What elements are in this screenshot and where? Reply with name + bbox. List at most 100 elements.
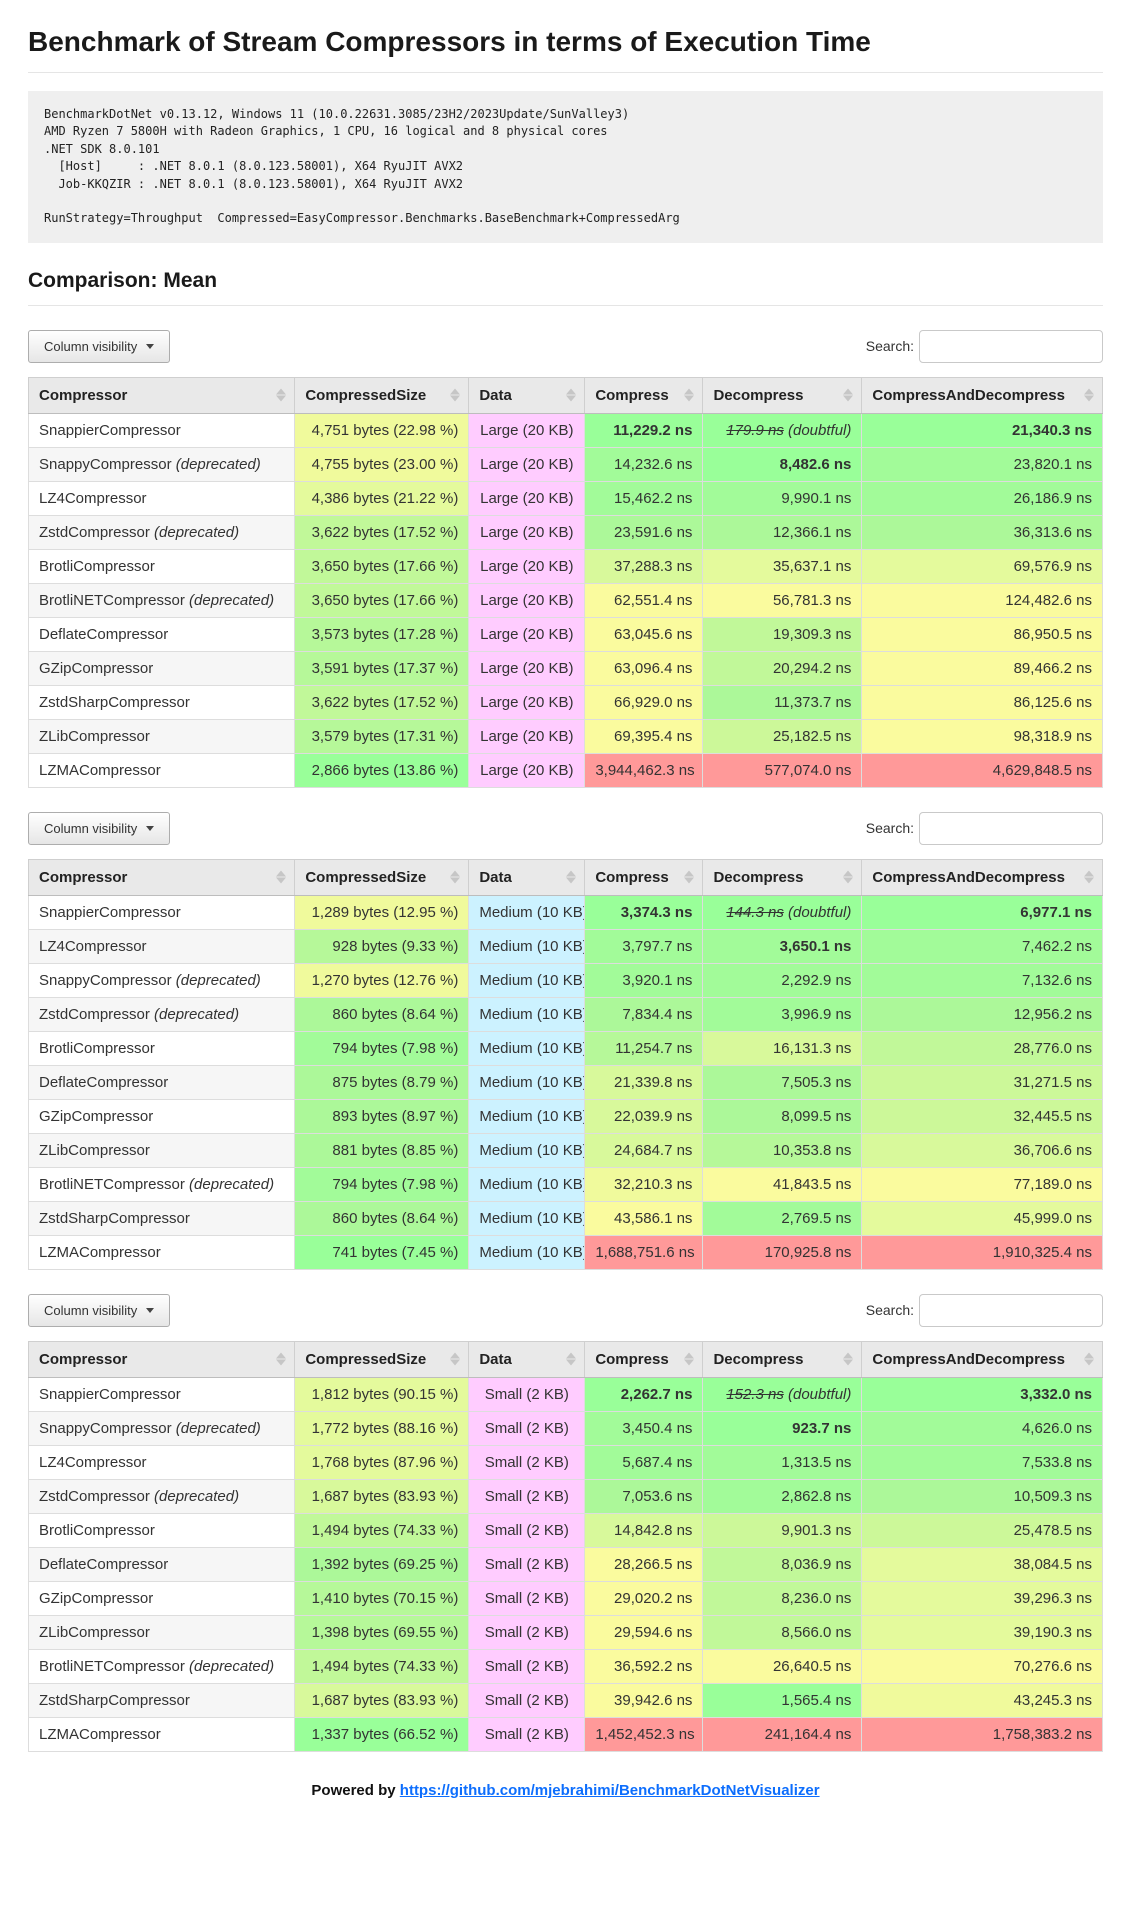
column-header-decompress[interactable]: Decompress <box>702 376 863 414</box>
table-row: SnappierCompressor 1,812 bytes (90.15 %) S… <box>27 1376 1103 1412</box>
table-row: DeflateCompressor 1,392 bytes (69.25 %) Sm… <box>27 1546 1103 1582</box>
column-header-label: Compressor <box>39 386 128 404</box>
compress-time-cell: 1,688,751.6 ns <box>584 1234 704 1270</box>
table-row: LZMACompressor 2,866 bytes (13.86 %) Large… <box>27 752 1103 788</box>
data-size-cell: Small (2 KB) <box>468 1410 586 1446</box>
sort-icon <box>276 388 287 402</box>
column-header-compressor[interactable]: Compressor <box>27 376 296 414</box>
search-input[interactable] <box>919 811 1103 845</box>
doubtful-value: 152.3 ns (doubtful) <box>726 1385 852 1403</box>
compress-time-cell: 21,339.8 ns <box>584 1064 704 1100</box>
compress-time-cell: 11,254.7 ns <box>584 1030 704 1066</box>
data-size-cell: Medium (10 KB) <box>468 1064 586 1100</box>
compress-time-cell: 15,462.2 ns <box>584 480 704 516</box>
column-header-data[interactable]: Data <box>468 858 586 896</box>
column-header-label: CompressAndDecompress <box>872 386 1065 404</box>
column-visibility-button[interactable]: Column visibility <box>28 329 171 363</box>
column-visibility-label: Column visibility <box>44 820 138 836</box>
column-header-compress[interactable]: Compress <box>584 858 704 896</box>
decompress-time-cell: 10,353.8 ns <box>702 1132 863 1168</box>
compressed-size-cell: 1,270 bytes (12.76 %) <box>294 962 470 998</box>
column-header-compressanddecompress[interactable]: CompressAndDecompress <box>861 1340 1103 1378</box>
sort-icon <box>843 1352 854 1366</box>
compressor-name-cell: DeflateCompressor <box>27 1064 296 1100</box>
compress-and-decompress-cell: 38,084.5 ns <box>861 1546 1103 1582</box>
column-header-label: Data <box>479 386 512 404</box>
compressor-name-cell: DeflateCompressor <box>27 1546 296 1582</box>
compressed-size-cell: 1,392 bytes (69.25 %) <box>294 1546 470 1582</box>
page-title: Benchmark of Stream Compressors in terms… <box>28 26 871 57</box>
compressor-name-cell: ZLibCompressor <box>27 1132 296 1168</box>
data-size-cell: Large (20 KB) <box>468 548 586 584</box>
compressor-name-cell: BrotliCompressor <box>27 548 296 584</box>
table-row: BrotliCompressor 3,650 bytes (17.66 %) Lar… <box>27 548 1103 584</box>
search-input[interactable] <box>919 329 1103 363</box>
github-link[interactable]: https://github.com/mjebrahimi/BenchmarkD… <box>399 1781 820 1799</box>
compressed-size-cell: 794 bytes (7.98 %) <box>294 1030 470 1066</box>
compressor-name-cell: LZ4Compressor <box>27 1444 296 1480</box>
column-header-compress[interactable]: Compress <box>584 1340 704 1378</box>
column-header-decompress[interactable]: Decompress <box>702 1340 863 1378</box>
table-row: ZstdCompressor (deprecated) 3,622 bytes (… <box>27 514 1103 550</box>
compressor-name-cell: LZ4Compressor <box>27 480 296 516</box>
column-header-compressanddecompress[interactable]: CompressAndDecompress <box>861 376 1103 414</box>
decompress-time-cell: 2,862.8 ns <box>702 1478 863 1514</box>
compressed-size-cell: 2,866 bytes (13.86 %) <box>294 752 470 788</box>
column-header-compressedsize[interactable]: CompressedSize <box>294 858 470 896</box>
sort-icon <box>843 870 854 884</box>
compress-and-decompress-cell: 26,186.9 ns <box>861 480 1103 516</box>
decompress-time-cell: 8,099.5 ns <box>702 1098 863 1134</box>
compress-time-cell: 3,450.4 ns <box>584 1410 704 1446</box>
column-header-compress[interactable]: Compress <box>584 376 704 414</box>
compressed-size-cell: 1,494 bytes (74.33 %) <box>294 1512 470 1548</box>
table-row: LZ4Compressor 4,386 bytes (21.22 %) Large … <box>27 480 1103 516</box>
column-visibility-button[interactable]: Column visibility <box>28 1293 171 1327</box>
section-divider <box>28 304 1103 306</box>
column-header-data[interactable]: Data <box>468 1340 586 1378</box>
caret-down-icon <box>146 1307 155 1313</box>
column-header-compressanddecompress[interactable]: CompressAndDecompress <box>861 858 1103 896</box>
column-header-compressor[interactable]: Compressor <box>27 1340 296 1378</box>
decompress-time-cell: 9,901.3 ns <box>702 1512 863 1548</box>
compress-time-cell: 24,684.7 ns <box>584 1132 704 1168</box>
column-header-compressedsize[interactable]: CompressedSize <box>294 1340 470 1378</box>
compress-time-cell: 23,591.6 ns <box>584 514 704 550</box>
column-header-label: CompressAndDecompress <box>872 868 1065 886</box>
compress-time-cell: 3,374.3 ns <box>584 894 704 930</box>
compress-time-cell: 28,266.5 ns <box>584 1546 704 1582</box>
sort-icon <box>566 1352 577 1366</box>
column-visibility-button[interactable]: Column visibility <box>28 811 171 845</box>
column-header-data[interactable]: Data <box>468 376 586 414</box>
compressed-size-cell: 3,650 bytes (17.66 %) <box>294 548 470 584</box>
column-header-decompress[interactable]: Decompress <box>702 858 863 896</box>
table-row: SnappierCompressor 1,289 bytes (12.95 %) M… <box>27 894 1103 930</box>
compress-and-decompress-cell: 6,977.1 ns <box>861 894 1103 930</box>
data-size-cell: Medium (10 KB) <box>468 928 586 964</box>
data-size-cell: Medium (10 KB) <box>468 1030 586 1066</box>
compressed-size-cell: 1,410 bytes (70.15 %) <box>294 1580 470 1616</box>
compressed-size-cell: 3,591 bytes (17.37 %) <box>294 650 470 686</box>
column-header-compressor[interactable]: Compressor <box>27 858 296 896</box>
compress-and-decompress-cell: 69,576.9 ns <box>861 548 1103 584</box>
data-size-cell: Small (2 KB) <box>468 1716 586 1752</box>
table-row: BrotliNETCompressor (deprecated) 1,494 by… <box>27 1648 1103 1684</box>
compressed-size-cell: 3,579 bytes (17.31 %) <box>294 718 470 754</box>
data-size-cell: Small (2 KB) <box>468 1580 586 1616</box>
compress-time-cell: 11,229.2 ns <box>584 412 704 448</box>
data-size-cell: Small (2 KB) <box>468 1444 586 1480</box>
search-input[interactable] <box>919 1293 1103 1327</box>
column-header-label: Data <box>479 1350 512 1368</box>
compressor-name-cell: SnappyCompressor (deprecated) <box>27 1410 296 1446</box>
compress-time-cell: 3,920.1 ns <box>584 962 704 998</box>
compressed-size-cell: 4,751 bytes (22.98 %) <box>294 412 470 448</box>
data-size-cell: Small (2 KB) <box>468 1478 586 1514</box>
data-size-cell: Large (20 KB) <box>468 412 586 448</box>
column-header-compressedsize[interactable]: CompressedSize <box>294 376 470 414</box>
compressed-size-cell: 1,337 bytes (66.52 %) <box>294 1716 470 1752</box>
data-size-cell: Small (2 KB) <box>468 1376 586 1412</box>
compressor-name-cell: DeflateCompressor <box>27 616 296 652</box>
compressor-name-cell: ZstdCompressor (deprecated) <box>27 1478 296 1514</box>
compress-time-cell: 1,452,452.3 ns <box>584 1716 704 1752</box>
decompress-time-cell: 8,036.9 ns <box>702 1546 863 1582</box>
compressed-size-cell: 928 bytes (9.33 %) <box>294 928 470 964</box>
